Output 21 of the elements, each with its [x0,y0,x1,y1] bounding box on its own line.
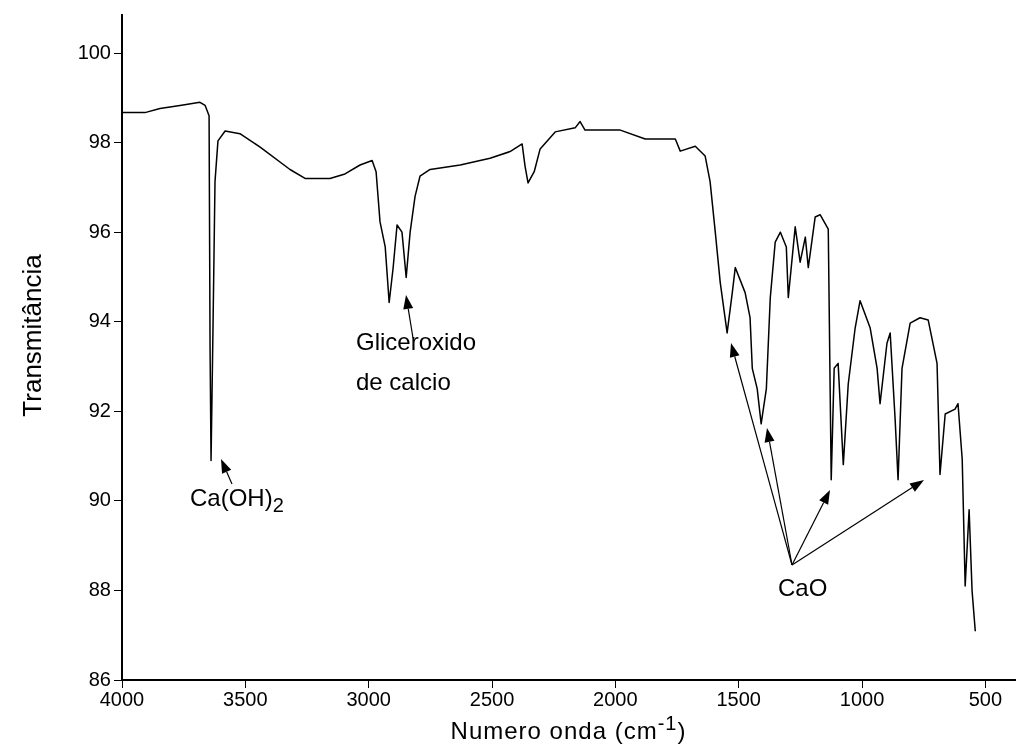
y-tick-label: 92 [88,398,111,421]
y-tick-label: 100 [77,40,111,63]
annotation: Ca(OH)$_{2}$ [190,483,284,518]
x-tick-label: 4000 [99,687,145,710]
x-tick-label: 3000 [346,687,391,710]
x-tick-label: 3500 [223,687,268,710]
x-tick-label: 500 [968,687,1003,710]
x-tick-label: 1500 [716,687,761,710]
y-tick-label: 88 [88,577,111,600]
x-axis-title: Numero onda (cm$^{-1}$) [449,712,688,745]
y-tick-label: 98 [88,130,111,153]
y-tick-label: 96 [88,219,111,242]
annotation: Gliceroxido de calcio [356,327,477,397]
y-tick-label: 86 [88,667,111,690]
x-tick-label: 2500 [469,687,515,710]
y-axis-title: Transmitância [16,253,48,419]
annotation: CaO [778,573,828,603]
x-tick-label: 1000 [839,687,885,710]
y-tick-label: 94 [88,309,111,332]
y-tick-label: 90 [88,488,111,511]
x-tick-label: 2000 [593,687,638,710]
